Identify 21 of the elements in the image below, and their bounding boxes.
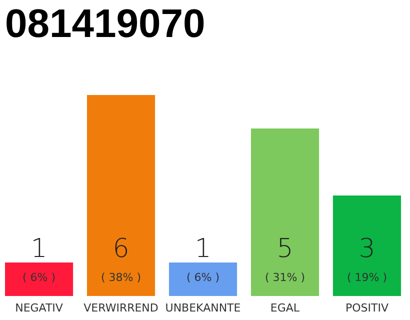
bar <box>86 95 156 296</box>
annotation: ( 19% ) <box>346 271 387 284</box>
bar <box>168 262 238 296</box>
annotation: ( 31% ) <box>264 271 306 284</box>
data-label: 1 <box>30 234 48 264</box>
x-tick-label: NEGATIV <box>15 302 64 314</box>
x-tick-label: UNBEKANNTE <box>165 302 241 314</box>
x-tick-label: VERWIRREND <box>84 302 158 314</box>
data-label: 6 <box>112 234 130 264</box>
data-label: 1 <box>194 234 212 264</box>
data-label: 5 <box>276 234 294 264</box>
annotation: ( 6% ) <box>22 271 56 284</box>
bar <box>250 128 320 296</box>
bar <box>332 196 401 296</box>
annotation: ( 38% ) <box>100 271 142 284</box>
x-tick-label: POSITIV <box>345 302 389 314</box>
x-tick-label: EGAL <box>270 302 300 314</box>
annotation: ( 6% ) <box>186 271 220 284</box>
data-label: 3 <box>358 234 376 264</box>
bar <box>5 262 74 296</box>
chart-title: 081419070 <box>5 2 206 46</box>
